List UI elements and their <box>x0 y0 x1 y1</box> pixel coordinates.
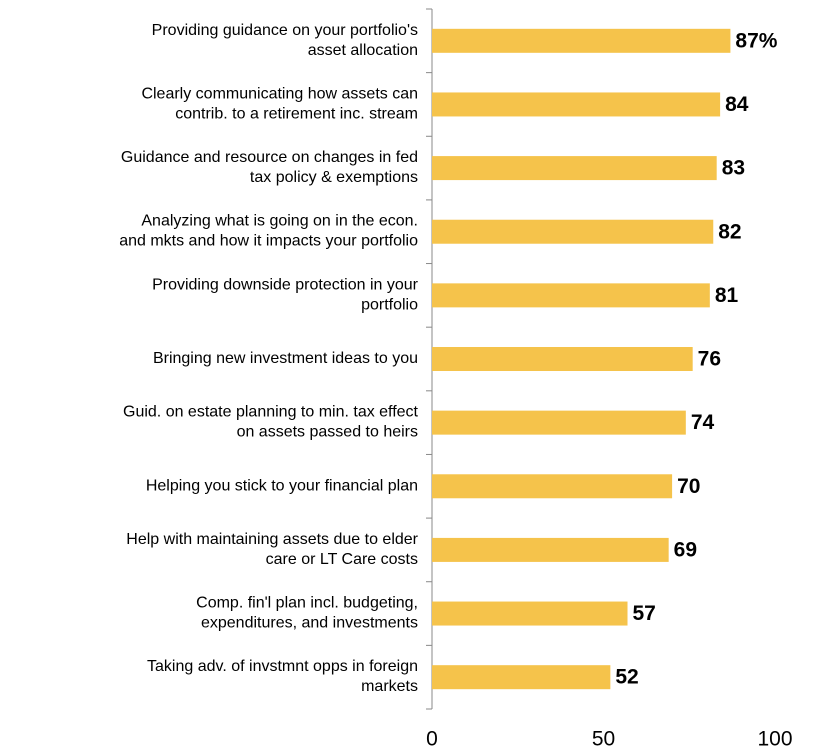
category-label: Guid. on estate planning to min. tax eff… <box>123 404 419 441</box>
bar <box>432 28 731 53</box>
category-label: Providing guidance on your portfolio's as… <box>152 22 418 59</box>
value-label: 69 <box>674 538 697 561</box>
value-label: 76 <box>698 348 721 371</box>
category-label: Comp. fin'l plan incl. budgeting, expendi… <box>196 595 418 632</box>
category-label: Clearly communicating how assets can cont… <box>141 86 418 123</box>
bar <box>432 537 669 562</box>
value-label: 82 <box>718 220 741 243</box>
category-label: Helping you stick to your financial plan <box>146 477 418 494</box>
x-tick-label: 100 <box>757 728 792 751</box>
value-label: 52 <box>615 666 638 689</box>
category-label: Taking adv. of invstmnt opps in foreign m… <box>147 658 418 695</box>
value-label: 70 <box>677 475 700 498</box>
value-label: 81 <box>715 284 739 307</box>
category-label: Analyzing what is going on in the econ. a… <box>119 213 418 250</box>
category-label: Providing downside protection in your por… <box>152 277 419 314</box>
category-label: Help with maintaining assets due to elde… <box>126 531 418 568</box>
bar <box>432 665 611 690</box>
bar <box>432 283 710 308</box>
category-label: Bringing new investment ideas to you <box>153 350 418 367</box>
bar <box>432 156 717 181</box>
value-label: 84 <box>725 93 749 116</box>
category-label: Guidance and resource on changes in fed t… <box>121 149 418 186</box>
value-label: 87% <box>735 29 777 52</box>
bar <box>432 92 721 117</box>
x-tick-label: 50 <box>592 728 615 751</box>
bar <box>432 347 693 371</box>
bar <box>432 219 714 244</box>
value-label: 74 <box>691 411 715 434</box>
bar <box>432 474 673 499</box>
x-tick-label: 0 <box>426 728 438 751</box>
value-label: 57 <box>633 602 656 625</box>
bar <box>432 410 686 435</box>
bar <box>432 601 628 626</box>
value-label: 83 <box>722 157 745 180</box>
